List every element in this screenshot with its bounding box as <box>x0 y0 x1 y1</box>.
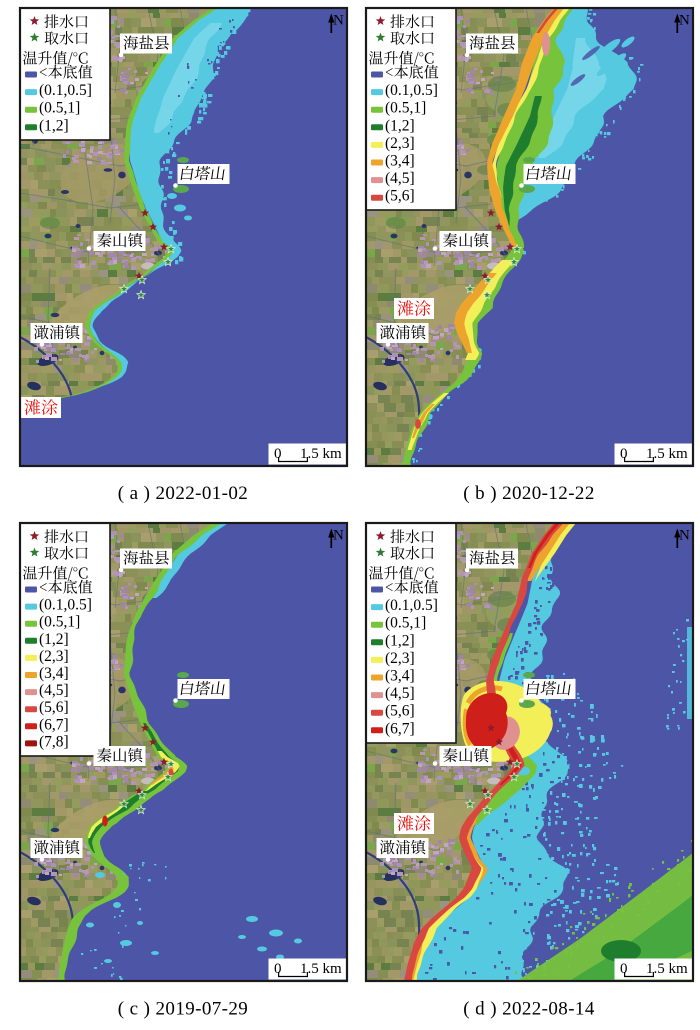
svg-text:N: N <box>679 13 690 29</box>
svg-text:1.5 km: 1.5 km <box>646 961 688 977</box>
svg-text:(5,6]: (5,6] <box>39 699 69 716</box>
svg-text:(3,4]: (3,4] <box>385 153 415 170</box>
svg-text:N: N <box>333 13 344 29</box>
svg-text:1.5 km: 1.5 km <box>300 961 342 977</box>
svg-text:0: 0 <box>620 446 628 462</box>
svg-text:(7,8]: (7,8] <box>39 733 69 750</box>
svg-text:(2,3]: (2,3] <box>385 135 415 152</box>
svg-text:(4,5]: (4,5] <box>385 170 415 187</box>
svg-text:(3,4]: (3,4] <box>39 665 69 682</box>
svg-text:(1,2]: (1,2] <box>39 117 69 134</box>
svg-text:(2,3]: (2,3] <box>385 650 415 667</box>
svg-text:(3,4]: (3,4] <box>385 668 415 685</box>
svg-text:(0.1,0.5]: (0.1,0.5] <box>385 82 438 99</box>
svg-text:(6,7]: (6,7] <box>39 716 69 733</box>
svg-text:N: N <box>333 528 344 544</box>
svg-text:(5,6]: (5,6] <box>385 703 415 720</box>
svg-text:(1,2]: (1,2] <box>39 631 69 648</box>
svg-text:(1,2]: (1,2] <box>385 632 415 649</box>
svg-text:(0.5,1]: (0.5,1] <box>385 100 426 117</box>
svg-text:(0.5,1]: (0.5,1] <box>385 615 426 632</box>
svg-text:0: 0 <box>620 961 628 977</box>
svg-text:(0.5,1]: (0.5,1] <box>39 614 80 631</box>
svg-text:(5,6]: (5,6] <box>385 188 415 205</box>
svg-text:N: N <box>679 528 690 544</box>
svg-text:(0.1,0.5]: (0.1,0.5] <box>385 597 438 614</box>
svg-text:( d ) 2022-08-14: ( d ) 2022-08-14 <box>463 999 595 1020</box>
svg-text:( b ) 2020-12-22: ( b ) 2020-12-22 <box>463 483 594 504</box>
svg-text:(0.1,0.5]: (0.1,0.5] <box>39 82 92 99</box>
svg-text:1.5 km: 1.5 km <box>300 446 342 462</box>
svg-text:(6,7]: (6,7] <box>385 720 415 737</box>
svg-text:( c ) 2019-07-29: ( c ) 2019-07-29 <box>118 999 248 1020</box>
svg-text:0: 0 <box>274 961 282 977</box>
svg-text:0: 0 <box>274 446 282 462</box>
svg-text:(2,3]: (2,3] <box>39 648 69 665</box>
svg-text:(0.1,0.5]: (0.1,0.5] <box>39 597 92 614</box>
svg-text:(4,5]: (4,5] <box>385 685 415 702</box>
svg-text:(1,2]: (1,2] <box>385 117 415 134</box>
svg-text:(4,5]: (4,5] <box>39 682 69 699</box>
svg-text:(0.5,1]: (0.5,1] <box>39 100 80 117</box>
svg-text:( a ) 2022-01-02: ( a ) 2022-01-02 <box>118 483 248 504</box>
svg-text:1.5 km: 1.5 km <box>646 446 688 462</box>
